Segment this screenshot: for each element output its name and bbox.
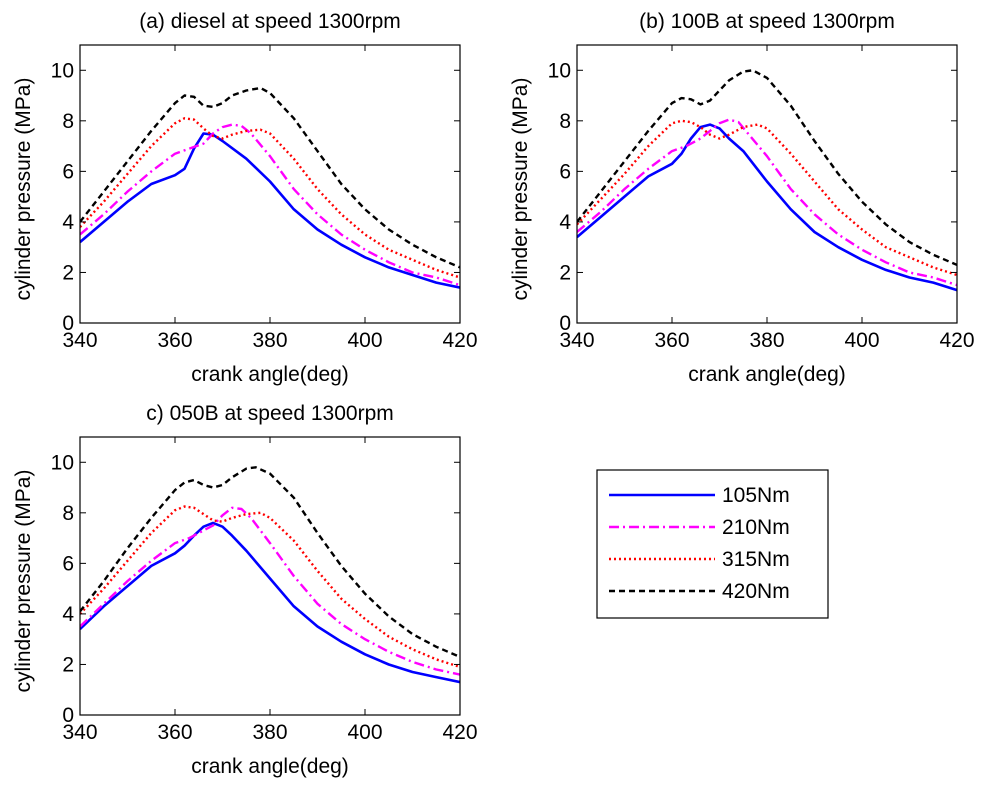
legend-box <box>596 469 829 619</box>
y-tick-label: 10 <box>51 59 74 82</box>
y-tick-label: 6 <box>62 552 74 575</box>
series-line-315Nm <box>577 119 957 277</box>
x-tick-label: 340 <box>62 721 97 744</box>
chart-title: (b) 100B at speed 1300rpm <box>639 10 895 33</box>
y-tick-label: 4 <box>62 211 74 234</box>
x-tick-label: 360 <box>157 329 192 352</box>
y-tick-label: 4 <box>62 603 74 626</box>
series-line-420Nm <box>577 69 957 267</box>
legend-label-420Nm: 420Nm <box>722 580 790 603</box>
x-axis-label: crank angle(deg) <box>191 755 349 778</box>
series-line-105Nm <box>80 132 460 289</box>
x-tick-label: 380 <box>749 329 784 352</box>
chart-panel-2: 340 360 380 400 420 0 2 4 6 8 10 (b) 100B at speed … <box>509 10 975 386</box>
y-tick-label: 4 <box>559 211 571 234</box>
y-tick-label: 8 <box>559 110 571 133</box>
y-tick-label: 8 <box>62 502 74 525</box>
legend-label-210Nm: 210Nm <box>722 516 790 539</box>
series-line-210Nm <box>80 506 460 676</box>
legend-label-105Nm: 105Nm <box>722 484 790 507</box>
series-line-105Nm <box>577 123 957 292</box>
x-axis-label: crank angle(deg) <box>191 363 349 386</box>
x-tick-label: 400 <box>844 329 879 352</box>
chart-title: (a) diesel at speed 1300rpm <box>139 10 401 33</box>
x-tick-label: 360 <box>157 721 192 744</box>
y-tick-label: 2 <box>62 261 74 284</box>
y-tick-label: 6 <box>559 160 571 183</box>
y-axis-label: cylinder pressure (MPa) <box>509 78 532 301</box>
x-tick-label: 420 <box>442 329 477 352</box>
y-tick-label: 10 <box>51 451 74 474</box>
y-tick-label: 0 <box>62 704 74 727</box>
x-tick-label: 340 <box>62 329 97 352</box>
x-tick-label: 340 <box>559 329 594 352</box>
series-line-420Nm <box>80 466 460 659</box>
x-tick-label: 400 <box>347 329 382 352</box>
x-tick-label: 380 <box>252 329 287 352</box>
y-tick-label: 0 <box>62 312 74 335</box>
y-axis-label: cylinder pressure (MPa) <box>12 78 35 301</box>
series-line-210Nm <box>80 123 460 287</box>
legend-label-315Nm: 315Nm <box>722 548 790 571</box>
y-tick-label: 10 <box>548 59 571 82</box>
series-line-105Nm <box>80 521 460 684</box>
plot-frame <box>576 44 958 324</box>
x-tick-label: 420 <box>939 329 974 352</box>
x-tick-label: 380 <box>252 721 287 744</box>
plot-frame <box>79 436 461 716</box>
y-tick-label: 2 <box>62 653 74 676</box>
y-tick-label: 6 <box>62 160 74 183</box>
y-tick-label: 8 <box>62 110 74 133</box>
x-axis-label: crank angle(deg) <box>688 363 846 386</box>
series-line-420Nm <box>80 86 460 269</box>
y-axis-label: cylinder pressure (MPa) <box>12 470 35 693</box>
plot-frame <box>79 44 461 324</box>
series-line-315Nm <box>80 117 460 279</box>
y-tick-label: 2 <box>559 261 571 284</box>
x-tick-label: 400 <box>347 721 382 744</box>
x-tick-label: 420 <box>442 721 477 744</box>
y-tick-label: 0 <box>559 312 571 335</box>
chart-title: c) 050B at speed 1300rpm <box>146 402 394 425</box>
series-line-315Nm <box>80 505 460 669</box>
x-tick-label: 360 <box>654 329 689 352</box>
series-line-210Nm <box>577 118 957 287</box>
legend: 105Nm 210Nm 315Nm 420Nm <box>596 469 829 619</box>
chart-panel-1: 340 360 380 400 420 0 2 4 6 8 10 (a) diesel at spee… <box>12 10 478 386</box>
chart-panel-3: 340 360 380 400 420 0 2 4 6 8 10 c) 050B at speed 1… <box>12 402 478 778</box>
